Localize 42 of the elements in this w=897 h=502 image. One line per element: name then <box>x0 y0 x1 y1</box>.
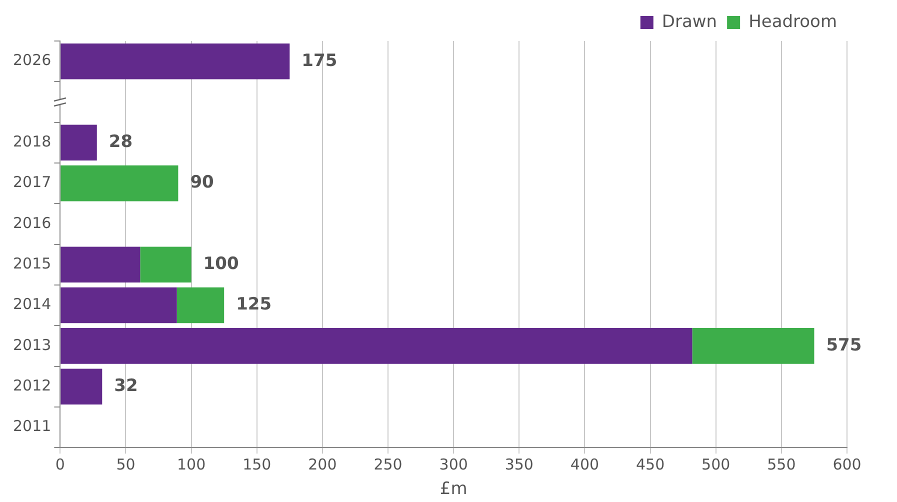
x-tick-label: 400 <box>570 455 600 474</box>
bar <box>60 368 102 404</box>
bar <box>60 246 140 283</box>
bar <box>176 287 224 324</box>
total-label: 100 <box>203 254 239 274</box>
x-tick-label: 250 <box>374 455 402 474</box>
y-tick-label: 2016 <box>12 214 52 232</box>
legend-label: Drawn <box>662 12 718 32</box>
bar <box>60 165 178 202</box>
total-label: 575 <box>826 335 862 356</box>
total-label: 175 <box>302 50 338 71</box>
y-tick-label: 2014 <box>12 295 52 314</box>
x-tick-label: 600 <box>832 455 862 474</box>
x-tick-label: 450 <box>636 455 665 474</box>
y-tick-label: 2012 <box>12 376 52 394</box>
bar <box>140 246 192 283</box>
bar <box>60 287 177 324</box>
x-tick-label: 0 <box>55 455 65 474</box>
x-tick-label: 350 <box>504 455 534 474</box>
total-label: 32 <box>114 376 138 396</box>
x-tick-label: 100 <box>176 455 206 474</box>
x-tick-label: 200 <box>308 455 337 474</box>
y-tick-label: 2015 <box>12 254 52 273</box>
x-tick-label: 550 <box>767 455 796 474</box>
y-tick-label: 2018 <box>12 132 52 151</box>
legend-label: Headroom <box>748 12 838 32</box>
y-tick-label: 2011 <box>12 417 52 436</box>
total-label: 125 <box>236 294 272 315</box>
total-label: 90 <box>190 172 214 193</box>
x-axis-title: £m <box>440 479 468 500</box>
bar <box>60 328 692 364</box>
bar <box>60 124 97 161</box>
bar <box>692 328 814 364</box>
total-label: 28 <box>108 132 133 152</box>
x-tick-label: 300 <box>439 455 468 474</box>
x-tick-label: 50 <box>116 455 136 474</box>
y-tick-label: 2026 <box>12 51 52 70</box>
y-tick-label: 2017 <box>12 173 52 192</box>
y-tick-label: 2013 <box>12 336 52 354</box>
bar <box>60 43 290 80</box>
x-tick-label: 150 <box>242 455 272 474</box>
x-tick-label: 500 <box>702 455 730 474</box>
